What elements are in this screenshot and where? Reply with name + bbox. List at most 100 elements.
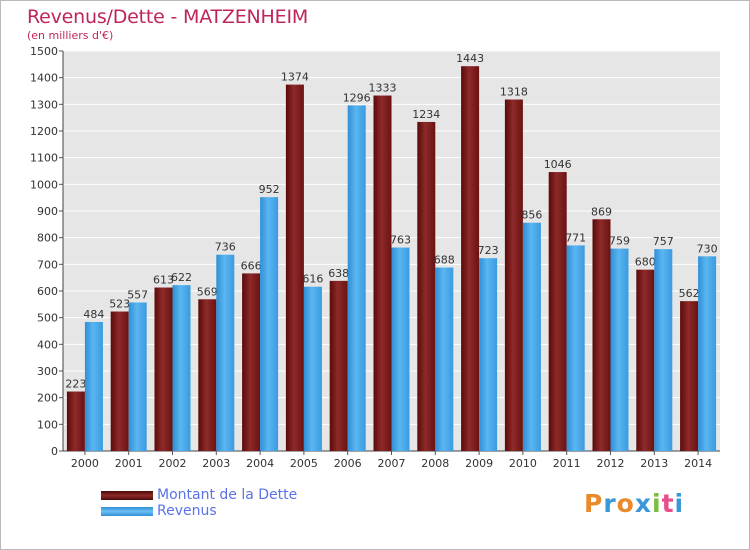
bar-revenus-2001 [128,302,147,451]
x-tick-label: 2008 [421,457,449,470]
bar-revenus-2012 [610,248,629,451]
y-tick-label: 200 [37,392,58,405]
data-label: 569 [197,285,218,298]
legend-label-revenus: Revenus [157,503,217,519]
data-label: 557 [127,288,148,301]
data-label: 1443 [456,52,484,65]
bar-dette-2000 [66,391,85,451]
bar-revenus-2002 [172,285,191,451]
legend-item-dette: Montant de la Dette [101,487,297,503]
data-label: 688 [434,254,455,267]
bar-dette-2008 [417,121,436,451]
logo-letter: i [652,489,662,518]
data-label: 680 [635,256,656,269]
bar-dette-2002 [154,287,173,451]
data-label: 523 [109,298,130,311]
data-label: 613 [153,274,174,287]
bar-revenus-2010 [522,222,541,451]
x-tick-label: 2007 [378,457,406,470]
data-label: 736 [215,241,236,254]
data-label: 1374 [281,71,309,84]
y-tick-label: 1400 [30,72,58,85]
x-tick-label: 2009 [465,457,493,470]
chart-legend: Montant de la Dette Revenus [101,487,297,519]
logo-letter: P [584,489,604,518]
bar-revenus-2013 [654,249,673,451]
bar-revenus-2006 [347,105,366,452]
y-tick-label: 500 [37,312,58,325]
bar-dette-2009 [461,66,480,451]
logo-letter: r [603,489,617,518]
data-label: 757 [653,235,674,248]
chart-title: Revenus/Dette - MATZENHEIM [27,6,309,28]
bar-dette-2001 [110,311,129,451]
x-tick-label: 2005 [290,457,318,470]
logo-letter: x [634,489,652,518]
bar-revenus-2005 [303,286,322,451]
x-tick-label: 2004 [246,457,274,470]
legend-item-revenus: Revenus [101,503,297,519]
proxiti-logo: Proxiti [584,489,684,518]
bar-dette-2012 [592,219,611,451]
bar-dette-2014 [680,301,699,451]
data-label: 638 [328,267,349,280]
data-label: 616 [302,273,323,286]
x-tick-label: 2011 [553,457,581,470]
y-tick-label: 800 [37,232,58,245]
bar-revenus-2003 [216,254,235,451]
legend-label-dette: Montant de la Dette [157,487,298,503]
y-tick-label: 1200 [30,125,58,138]
data-label: 1333 [369,82,397,95]
bar-revenus-2014 [698,256,717,451]
data-label: 1318 [500,86,528,99]
x-tick-label: 2014 [684,457,712,470]
y-tick-label: 1300 [30,98,58,111]
y-tick-label: 400 [37,338,58,351]
bar-dette-2006 [329,280,348,451]
x-tick-label: 2002 [159,457,187,470]
y-tick-label: 0 [51,445,58,458]
y-tick-label: 1000 [30,178,58,191]
data-label: 484 [83,308,104,321]
y-tick-label: 900 [37,205,58,218]
data-label: 562 [679,287,700,300]
data-label: 666 [241,259,262,272]
data-label: 869 [591,205,612,218]
bar-revenus-2011 [566,245,585,451]
y-tick-label: 1100 [30,152,58,165]
x-tick-label: 2000 [71,457,99,470]
logo-letter: o [616,489,635,518]
bar-dette-2005 [285,84,304,451]
y-tick-label: 300 [37,365,58,378]
data-label: 723 [478,244,499,257]
data-label: 763 [390,234,411,247]
data-label: 952 [259,183,280,196]
bar-dette-2011 [548,172,567,452]
bar-revenus-2008 [435,267,454,451]
bar-dette-2010 [504,99,523,452]
bar-revenus-2004 [260,197,279,451]
chart-subtitle: (en milliers d'€) [27,29,114,42]
y-tick-label: 600 [37,285,58,298]
x-tick-label: 2006 [334,457,362,470]
bar-dette-2007 [373,95,392,452]
x-tick-label: 2013 [640,457,668,470]
bar-revenus-2009 [479,258,498,451]
bar-dette-2013 [636,269,655,451]
logo-letter: t [661,489,675,518]
bar-dette-2003 [198,299,217,451]
data-label: 622 [171,271,192,284]
y-tick-label: 1500 [30,45,58,58]
x-tick-label: 2001 [115,457,143,470]
data-label: 1046 [544,158,572,171]
data-label: 771 [565,231,586,244]
legend-swatch-revenus [101,506,153,516]
data-label: 730 [697,242,718,255]
x-tick-label: 2010 [509,457,537,470]
x-tick-label: 2012 [597,457,625,470]
data-label: 1296 [343,91,371,104]
bar-revenus-2000 [84,321,103,451]
data-label: 1234 [412,108,440,121]
